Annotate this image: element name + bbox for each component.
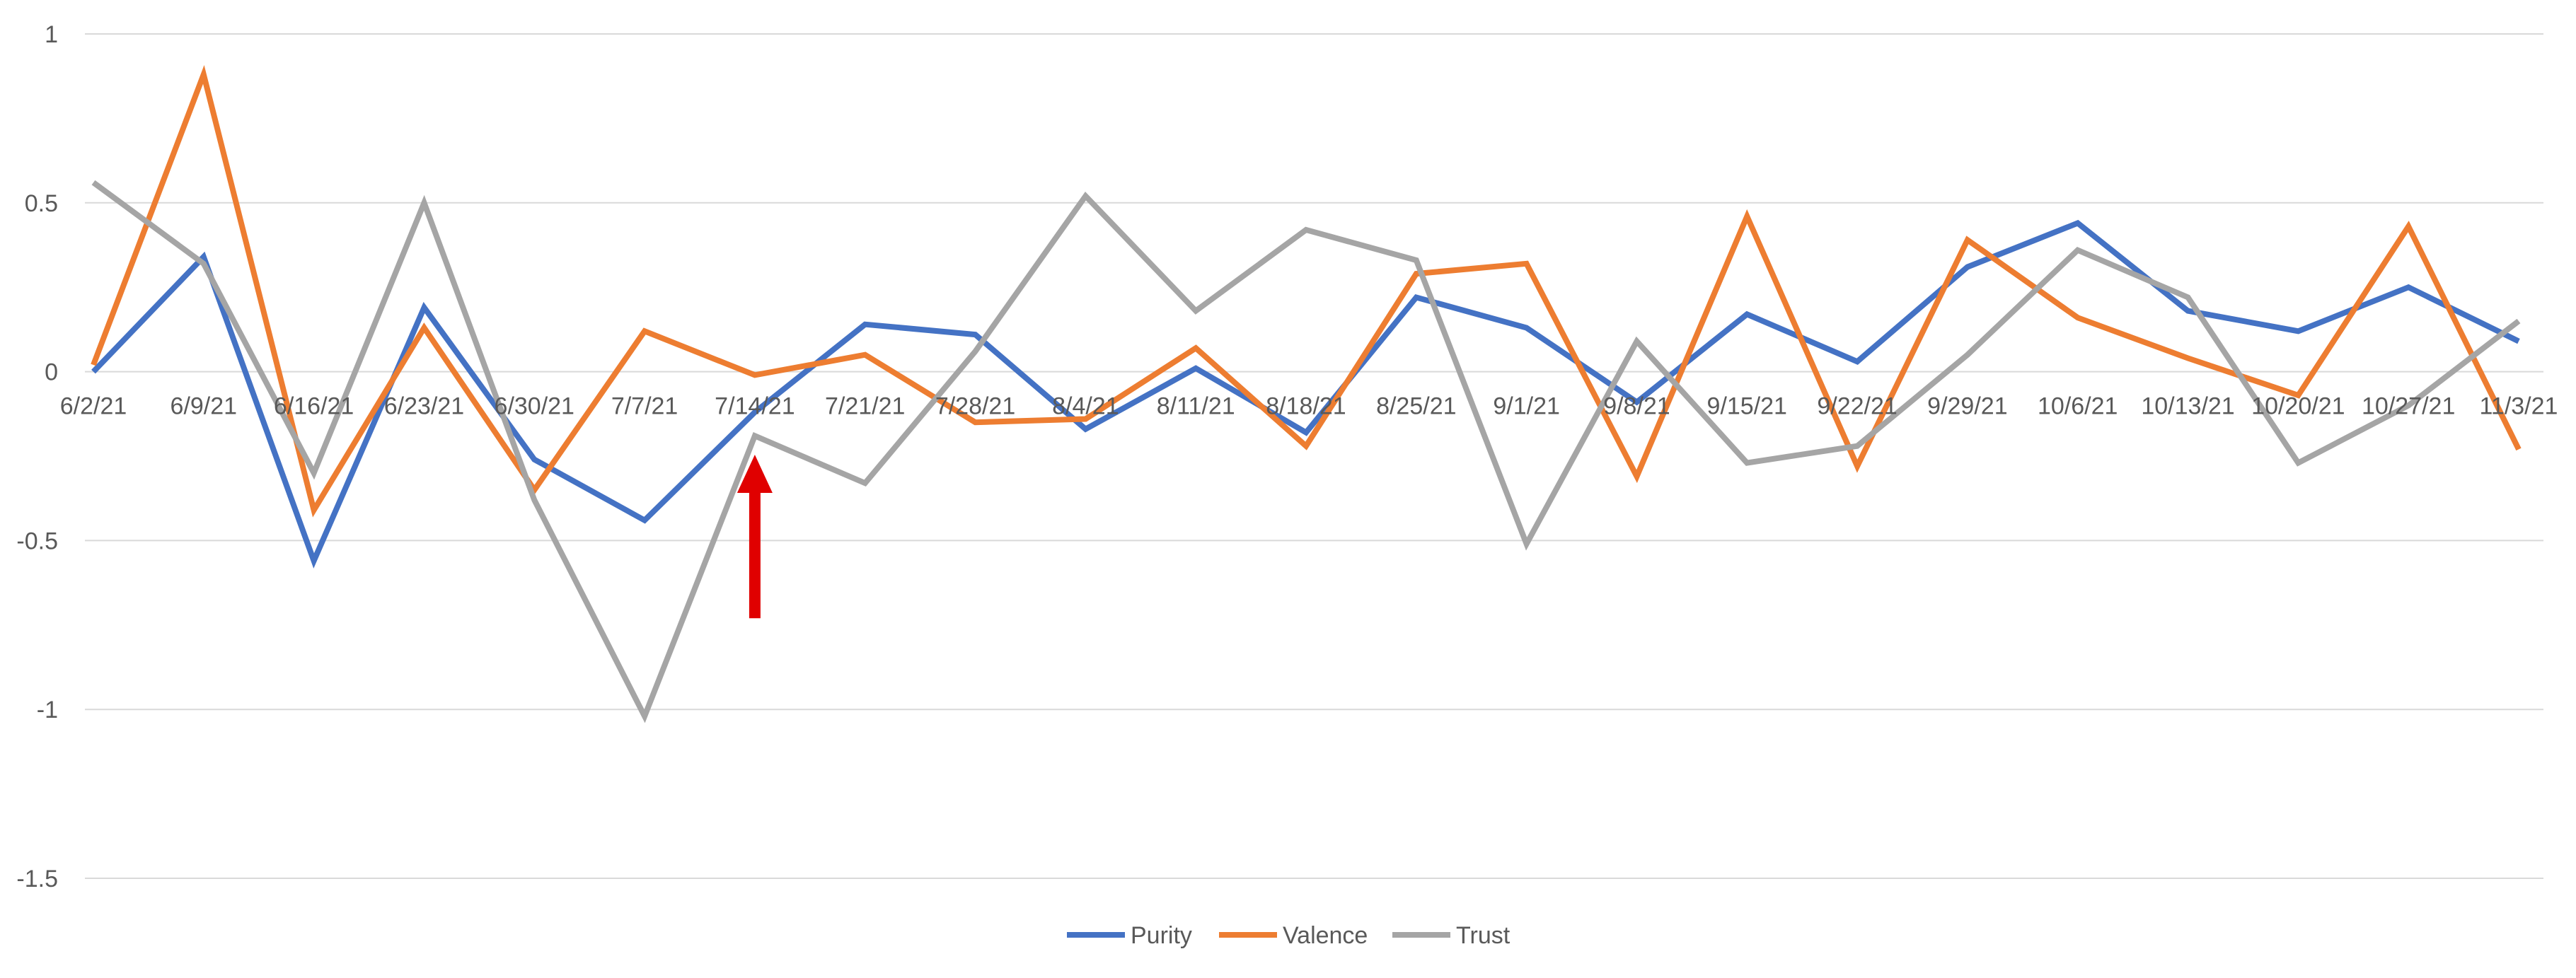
x-tick-label: 6/23/21 xyxy=(384,393,464,420)
x-tick-label: 11/3/21 xyxy=(2480,393,2558,420)
annotations xyxy=(737,455,773,619)
y-tick-label: -1 xyxy=(37,697,58,723)
x-tick-label: 9/1/21 xyxy=(1493,393,1560,420)
x-tick-label: 10/27/21 xyxy=(2362,393,2455,420)
x-tick-label: 9/22/21 xyxy=(1817,393,1897,420)
x-axis-ticks: 6/2/21 6/9/21 6/16/21 6/23/21 6/30/21 7/7/21 7… xyxy=(60,393,2558,420)
x-tick-label: 6/2/21 xyxy=(60,393,127,420)
x-tick-label: 9/29/21 xyxy=(1927,393,2007,420)
series-line-purity xyxy=(91,219,2520,569)
legend-item-valence[interactable]: Valence xyxy=(1219,922,1368,949)
series-line-valence xyxy=(91,65,2522,518)
x-tick-label: 6/9/21 xyxy=(171,393,238,420)
x-tick-label: 8/18/21 xyxy=(1266,393,1346,420)
x-tick-label: 9/8/21 xyxy=(1603,393,1670,420)
legend-item-purity[interactable]: Purity xyxy=(1067,922,1192,949)
x-tick-label: 10/13/21 xyxy=(2141,393,2234,420)
legend-label: Purity xyxy=(1131,922,1192,949)
y-axis-ticks: 1 0.5 0 -0.5 -1 -1.5 xyxy=(16,21,58,892)
x-tick-label: 6/30/21 xyxy=(495,393,574,420)
series-line-trust xyxy=(91,180,2521,723)
y-tick-label: -1.5 xyxy=(16,866,58,892)
gridlines xyxy=(85,33,2543,879)
y-tick-label: 0 xyxy=(45,359,58,386)
y-tick-label: 1 xyxy=(45,21,58,48)
x-tick-label: 6/16/21 xyxy=(274,393,354,420)
arrow-up-icon xyxy=(737,455,773,493)
x-tick-label: 7/14/21 xyxy=(715,393,795,420)
legend-label: Valence xyxy=(1283,922,1368,949)
x-tick-label: 7/28/21 xyxy=(935,393,1015,420)
x-tick-label: 10/20/21 xyxy=(2251,393,2345,420)
legend[interactable]: Purity Valence Trust xyxy=(1067,922,1511,949)
x-tick-label: 9/15/21 xyxy=(1707,393,1787,420)
x-tick-label: 8/4/21 xyxy=(1052,393,1119,420)
y-tick-label: -0.5 xyxy=(16,528,58,554)
series-lines xyxy=(91,65,2522,723)
legend-item-trust[interactable]: Trust xyxy=(1392,922,1511,949)
x-tick-label: 10/6/21 xyxy=(2038,393,2118,420)
x-tick-label: 8/11/21 xyxy=(1157,393,1235,420)
y-tick-label: 0.5 xyxy=(25,190,58,217)
x-tick-label: 8/25/21 xyxy=(1376,393,1456,420)
x-tick-label: 7/7/21 xyxy=(611,393,678,420)
x-tick-label: 7/21/21 xyxy=(825,393,905,420)
legend-label: Trust xyxy=(1456,922,1511,949)
